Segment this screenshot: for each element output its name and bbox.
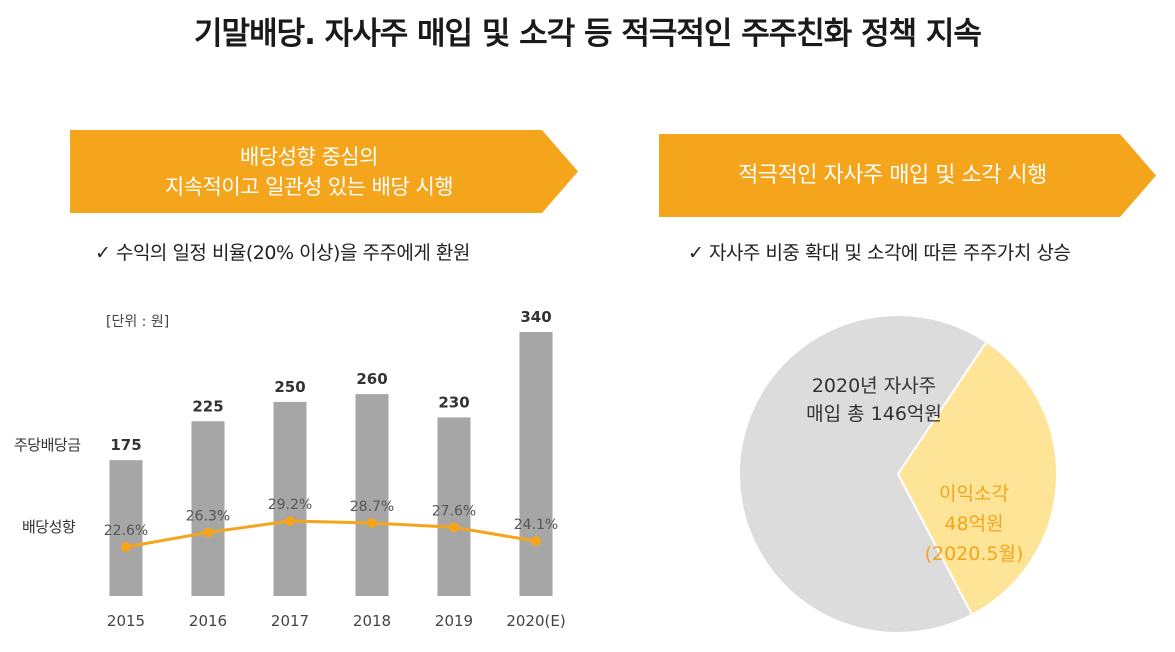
buyback-policy-banner: 적극적인 자사주 매입 및 소각 시행: [659, 134, 1156, 217]
bar-2016: [191, 421, 225, 596]
pie-slice-retirement: [896, 340, 1058, 617]
bar-value-label: 340: [520, 308, 551, 326]
x-tick-label: 2016: [189, 612, 227, 630]
payout-label: 29.2%: [268, 497, 312, 513]
banner-line-1: 배당성향 중심의: [240, 144, 378, 169]
payout-label: 22.6%: [104, 523, 148, 539]
bar-2018: [355, 394, 389, 596]
payout-point: [121, 542, 131, 552]
payout-point: [285, 516, 295, 526]
payout-label: 27.6%: [432, 503, 476, 519]
unit-label: [단위 : 원]: [106, 314, 170, 330]
payout-point: [203, 527, 213, 538]
x-tick-label: 2019: [435, 612, 473, 630]
pie-label-line: 48억원: [944, 513, 1003, 535]
pie-label-line: 2020년 자사주: [812, 375, 936, 397]
bar-value-label: 175: [110, 436, 141, 454]
payout-point: [449, 522, 459, 533]
page-title: 기말배당. 자사주 매입 및 소각 등 적극적인 주주친화 정책 지속: [194, 16, 982, 52]
bar-2020(E): [519, 332, 553, 596]
row-label-dividend: 주당배당금: [14, 436, 81, 454]
banner-line-2: 지속적이고 일관성 있는 배당 시행: [164, 174, 454, 199]
bar-value-label: 260: [356, 370, 387, 388]
x-tick-label: 2018: [353, 612, 391, 630]
payout-point: [367, 517, 377, 528]
dividend-policy-banner: 배당성향 중심의 지속적이고 일관성 있는 배당 시행: [70, 130, 578, 213]
x-tick-label: 2015: [107, 612, 145, 630]
bar-2015: [109, 460, 143, 596]
pie-label-line: (2020.5월): [925, 543, 1024, 565]
x-tick-label: 2020(E): [506, 612, 565, 630]
bar-2019: [437, 417, 471, 596]
bar-value-label: 230: [438, 393, 469, 411]
buyback-checkpoint: ✓ 자사주 비중 확대 및 소각에 따른 주주가치 상승: [688, 242, 1071, 264]
pie-label-line: 매입 총 146억원: [806, 403, 942, 425]
payout-point: [531, 536, 541, 547]
row-label-payout: 배당성향: [22, 518, 76, 536]
x-tick-label: 2017: [271, 612, 309, 630]
payout-label: 26.3%: [186, 508, 230, 524]
pie-slice-total-buyback: [738, 314, 988, 634]
payout-label: 28.7%: [350, 499, 394, 515]
bar-value-label: 250: [274, 378, 305, 396]
banner-text: 적극적인 자사주 매입 및 소각 시행: [738, 162, 1047, 188]
pie-label-line: 이익소각: [939, 483, 1009, 505]
payout-label: 24.1%: [514, 517, 558, 533]
bar-value-label: 225: [192, 397, 223, 415]
dividend-checkpoint: ✓ 수익의 일정 비율(20% 이상)을 주주에게 환원: [95, 242, 470, 264]
bar-2017: [273, 401, 307, 596]
payout-ratio-line: [125, 519, 537, 549]
